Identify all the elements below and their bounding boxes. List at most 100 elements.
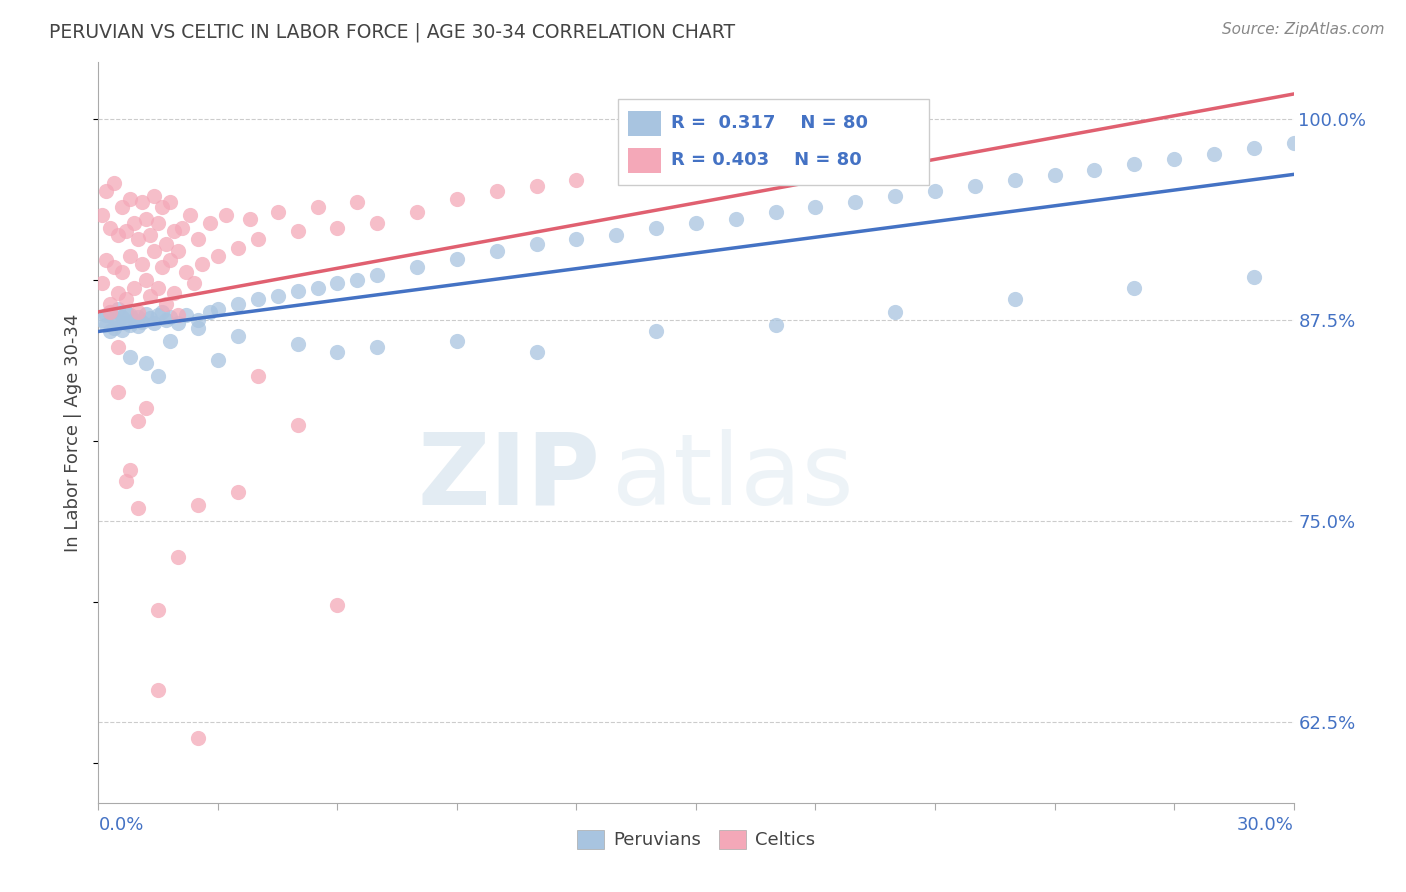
Point [115, 305, 138, 319]
Point [198, 216, 221, 230]
Point [446, 252, 468, 266]
Point [1243, 141, 1265, 155]
Point [187, 731, 209, 746]
Text: Source: ZipAtlas.com: Source: ZipAtlas.com [1222, 22, 1385, 37]
Point [526, 345, 548, 359]
Point [226, 329, 249, 343]
Point [187, 232, 209, 246]
Point [148, 683, 170, 698]
Point [103, 311, 125, 326]
Point [605, 227, 627, 242]
Point [1243, 269, 1265, 284]
Point [111, 323, 134, 337]
Point [159, 310, 181, 324]
Point [366, 340, 388, 354]
Point [159, 334, 181, 348]
Point [246, 232, 269, 246]
Point [103, 321, 125, 335]
Point [96, 308, 118, 322]
Point [924, 184, 946, 198]
Point [107, 301, 129, 316]
Point [127, 414, 149, 428]
Point [148, 369, 170, 384]
Point [191, 257, 214, 271]
Point [111, 200, 134, 214]
Point [96, 253, 118, 268]
Point [287, 224, 309, 238]
Point [167, 308, 190, 322]
Point [844, 195, 866, 210]
Point [155, 297, 177, 311]
Point [127, 232, 149, 246]
Point [127, 305, 149, 319]
Point [1043, 168, 1066, 182]
Point [187, 313, 209, 327]
Point [96, 184, 118, 198]
Point [765, 318, 787, 332]
Point [406, 260, 429, 274]
Point [107, 285, 129, 300]
Point [226, 485, 249, 500]
Point [246, 292, 269, 306]
Point [103, 260, 125, 274]
Point [120, 462, 142, 476]
Point [565, 232, 588, 246]
Point [124, 216, 146, 230]
Point [98, 297, 122, 311]
Point [91, 208, 114, 222]
Point [135, 356, 157, 370]
Point [98, 221, 122, 235]
Point [645, 221, 668, 235]
Point [267, 205, 290, 219]
Point [127, 310, 149, 324]
Point [239, 211, 262, 226]
Point [645, 324, 668, 338]
Point [131, 195, 153, 210]
Point [326, 221, 349, 235]
Point [148, 281, 170, 295]
Point [246, 369, 269, 384]
Point [135, 306, 157, 320]
Point [98, 305, 122, 319]
Point [143, 189, 166, 203]
Point [406, 205, 429, 219]
Point [485, 244, 508, 258]
Point [287, 284, 309, 298]
Point [139, 227, 162, 242]
Point [91, 276, 114, 290]
Point [163, 285, 186, 300]
Point [326, 276, 349, 290]
Point [159, 195, 181, 210]
Point [326, 345, 349, 359]
Point [207, 301, 229, 316]
Point [1163, 152, 1185, 166]
Point [107, 227, 129, 242]
Point [685, 216, 707, 230]
Point [135, 211, 157, 226]
Point [91, 313, 114, 327]
Point [120, 350, 142, 364]
Point [1004, 173, 1026, 187]
Point [307, 281, 329, 295]
Point [159, 253, 181, 268]
Point [366, 216, 388, 230]
Point [1004, 292, 1026, 306]
Point [174, 265, 197, 279]
Point [150, 305, 173, 319]
Point [446, 192, 468, 206]
Point [963, 179, 986, 194]
Point [183, 276, 205, 290]
Legend: Peruvians, Celtics: Peruvians, Celtics [569, 823, 823, 856]
Point [167, 316, 190, 330]
Point [346, 195, 368, 210]
Point [526, 179, 548, 194]
Point [148, 216, 170, 230]
Point [366, 268, 388, 282]
Point [167, 244, 190, 258]
Point [120, 192, 142, 206]
Point [155, 313, 177, 327]
Point [120, 308, 142, 322]
Point [131, 314, 153, 328]
Point [1282, 136, 1305, 150]
Point [287, 337, 309, 351]
